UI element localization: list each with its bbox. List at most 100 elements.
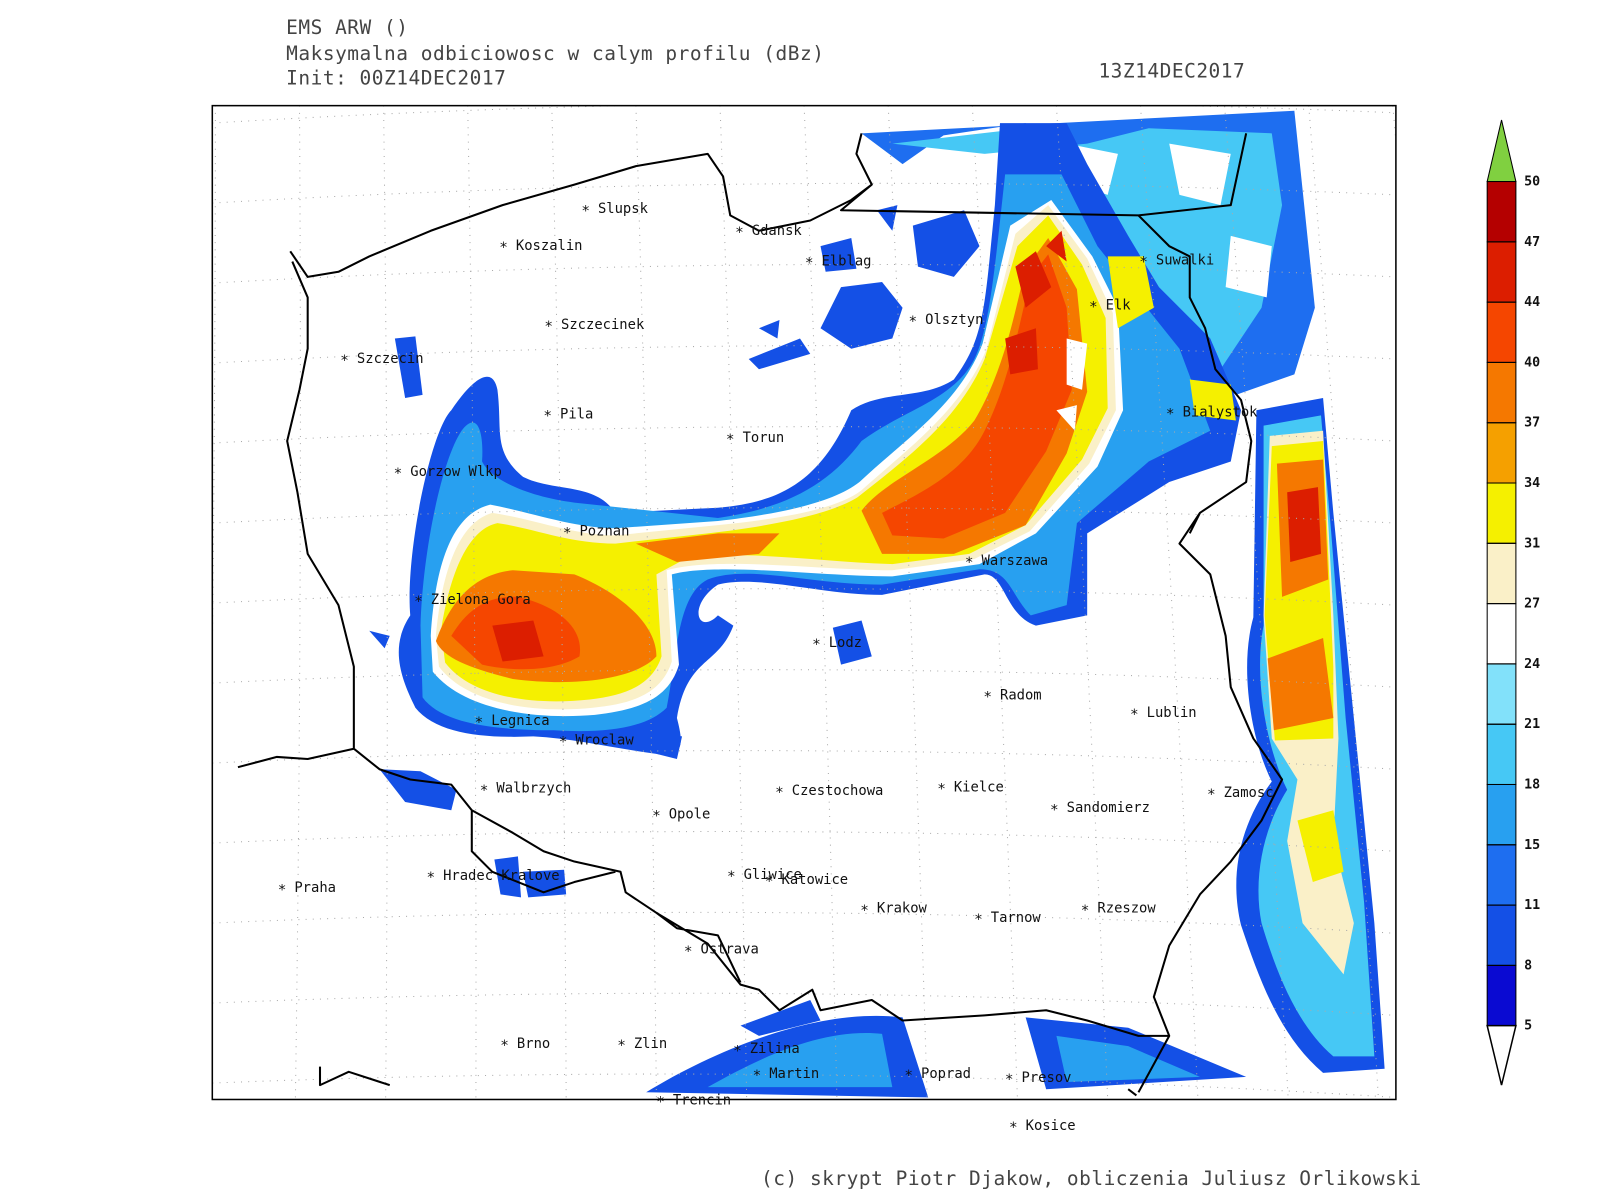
city-label: Hradec Kralove [443, 868, 560, 884]
echo [369, 336, 872, 898]
city-marker: * [480, 783, 489, 799]
graticule-line [212, 750, 1396, 770]
graticule-line [212, 911, 1396, 934]
colorbar: 5 8 11 15 18 21 24 27 31 34 37 40 44 47 50 [1486, 119, 1540, 1086]
city-marker: * [753, 1068, 762, 1084]
city-marker: * [1207, 787, 1216, 803]
city-label: Sandomierz [1067, 800, 1150, 816]
city-marker: * [1009, 1120, 1018, 1136]
city-label: Poprad [921, 1066, 971, 1082]
city-label: Radom [1000, 687, 1042, 703]
city-label: Wroclaw [575, 733, 634, 749]
city-label: Zamosc [1224, 785, 1274, 801]
city-marker: * [684, 944, 693, 960]
echo [707, 1033, 1200, 1088]
model-label: EMS ARW () [286, 16, 408, 39]
city-marker: * [543, 408, 552, 424]
colorbar-label: 21 [1524, 717, 1540, 732]
city-label: Elblag [822, 254, 872, 270]
colorbar-segment [1486, 844, 1517, 906]
city-label: Gliwice [744, 867, 802, 883]
city-marker: * [563, 525, 572, 541]
city-marker: * [581, 203, 590, 219]
city-marker: * [394, 466, 403, 482]
colorbar-segment [1486, 422, 1517, 484]
city-marker: * [656, 1095, 665, 1111]
city-label: Gorzow Wlkp [410, 464, 502, 480]
colorbar-under [1486, 1024, 1517, 1086]
city-marker: * [733, 1043, 742, 1059]
city-label: Czestochowa [792, 783, 884, 799]
colorbar-label: 50 [1524, 175, 1540, 190]
init-time: Init: 00Z14DEC2017 [286, 66, 506, 89]
city-marker: * [414, 594, 423, 610]
reflectivity [369, 110, 1385, 1098]
city-marker: * [983, 689, 992, 705]
colorbar-segment [1486, 301, 1517, 363]
valid-time: 13Z14DEC2017 [1098, 59, 1245, 82]
city-marker: * [812, 637, 821, 653]
colorbar-segment [1486, 783, 1517, 846]
colorbar-segment [1486, 663, 1517, 725]
colorbar-segment [1486, 482, 1517, 544]
city-label: Legnica [491, 713, 549, 729]
city-marker: * [1081, 903, 1090, 919]
colorbar-label: 34 [1524, 476, 1540, 491]
city-label: Tarnow [991, 910, 1042, 926]
city-marker: * [860, 903, 869, 919]
colorbar-label: 37 [1524, 416, 1540, 431]
city-marker: * [1050, 802, 1059, 818]
city-marker: * [500, 1038, 509, 1054]
city-label: Opole [669, 806, 711, 822]
city-label: Slupsk [598, 201, 649, 217]
echo [1056, 338, 1088, 431]
colorbar-segment [1486, 181, 1517, 243]
field-title: Maksymalna odbiciowosc w calym profilu (… [286, 42, 824, 65]
colorbar-segment [1486, 361, 1517, 424]
city-label: Krakow [877, 901, 928, 917]
city-label: Brno [517, 1036, 550, 1052]
city-label: Koszalin [516, 238, 583, 254]
graticule-line [294, 105, 301, 1100]
city-marker: * [904, 1068, 913, 1084]
city-label: Walbrzych [496, 781, 571, 797]
graticule-line [1392, 105, 1396, 148]
city-label: Torun [743, 430, 785, 446]
colorbar-segment [1486, 542, 1517, 605]
colorbar-label: 47 [1524, 235, 1540, 250]
city-marker: * [726, 432, 735, 448]
city-label: Trencin [673, 1093, 731, 1109]
city-label: Kielce [954, 780, 1004, 796]
city-marker: * [1166, 406, 1175, 422]
city-marker: * [559, 735, 568, 751]
colorbar-label: 18 [1524, 777, 1540, 792]
city-marker: * [965, 555, 974, 571]
colorbar-segment [1486, 723, 1517, 785]
city-marker: * [278, 882, 287, 898]
city-label: Suwalki [1156, 253, 1214, 269]
city-marker: * [909, 314, 918, 330]
city-marker: * [340, 353, 349, 369]
city-label: Poznan [579, 523, 629, 539]
city-marker: * [727, 869, 736, 885]
city-marker: * [1130, 707, 1139, 723]
city-label: Warszawa [982, 553, 1049, 569]
city-label: Zielona Gora [431, 592, 531, 608]
city-marker: * [499, 240, 508, 256]
colorbar-segment [1486, 964, 1517, 1027]
graticule-line [212, 831, 1396, 852]
city-marker: * [937, 782, 946, 798]
colorbar-label: 5 [1524, 1019, 1532, 1034]
city-label: Olsztyn [925, 312, 983, 328]
map-area [212, 105, 1396, 1100]
colorbar-segment [1486, 241, 1517, 303]
city-marker: * [544, 319, 553, 335]
city-marker: * [1089, 300, 1098, 316]
city-label: Zilina [750, 1041, 800, 1057]
country-border [237, 133, 1284, 1097]
city-label: Kosice [1026, 1118, 1076, 1134]
city-marker: * [735, 225, 744, 241]
city-marker: * [974, 912, 983, 928]
